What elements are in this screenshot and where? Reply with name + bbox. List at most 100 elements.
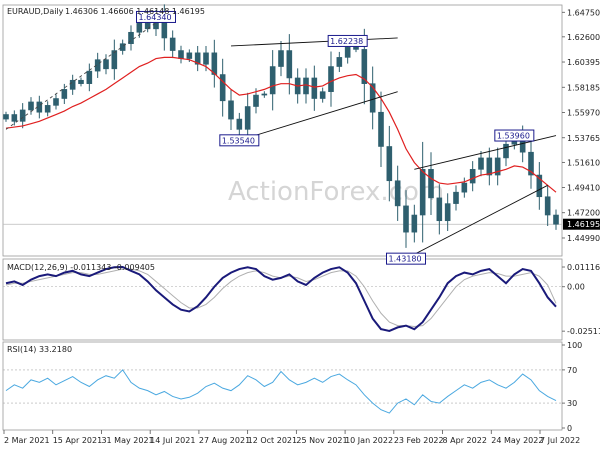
candle-body: [303, 77, 309, 95]
rsi-tick-label: 100: [567, 341, 582, 350]
rsi-tick-label: 0: [567, 424, 572, 433]
candle-body: [244, 106, 251, 130]
candle-body: [61, 89, 68, 99]
price-level-label-box: [327, 34, 368, 47]
trendline: [405, 184, 548, 260]
price-level-label: 1.62238: [330, 37, 363, 46]
candle-body: [178, 50, 184, 59]
candle-body: [69, 79, 76, 90]
candle-body: [419, 169, 426, 216]
candle-body: [386, 146, 393, 182]
candle-body: [53, 98, 59, 106]
price-tick-label: 1.44990: [567, 234, 600, 243]
rsi-line: [5, 369, 557, 414]
price-series-layer: 1.64340 1.62238 1.53540 1.53960 1.43180: [3, 4, 562, 265]
rsi-tick-label: 70: [567, 366, 577, 375]
current-price-tag: [563, 218, 600, 230]
symbol-label: EURAUD,Daily: [7, 7, 64, 16]
candle-body: [428, 169, 434, 199]
rsi-title: RSI(14) 33.2180: [7, 345, 72, 354]
price-level-label: 1.43180: [389, 255, 422, 264]
price-tick-label: 1.53765: [567, 134, 600, 143]
candle-body: [128, 31, 134, 44]
x-tick-label: 25 Nov 2021: [296, 436, 347, 445]
candle-body: [319, 91, 326, 99]
candle-body: [44, 105, 51, 113]
candle-body: [236, 118, 243, 130]
candle-body: [344, 46, 351, 58]
x-tick-label: 10 Jan 2022: [345, 436, 393, 445]
candle-body: [469, 169, 476, 184]
rsi-layer: [3, 369, 562, 414]
price-level-label-box: [494, 129, 535, 142]
price-level-label-box: [386, 252, 426, 265]
candle-body: [411, 214, 418, 233]
candle-body: [478, 157, 484, 170]
x-tick-label: 24 May 2022: [491, 436, 543, 445]
macd-layer: [3, 265, 562, 332]
x-tick-label: 23 Feb 2022: [394, 436, 444, 445]
candle-body: [211, 52, 218, 75]
trendline: [239, 91, 398, 141]
price-tick-label: 1.60395: [567, 58, 600, 67]
candle-body: [361, 49, 368, 84]
price-tick-label: 1.58185: [567, 83, 600, 92]
candle-body: [503, 143, 509, 159]
trendline: [5, 16, 165, 130]
candle-body: [194, 52, 201, 65]
price-tick-label: 1.51610: [567, 158, 600, 167]
x-tick-label: 12 Oct 2021: [248, 436, 297, 445]
watermark: ActionForex.com: [228, 177, 444, 207]
candle-body: [111, 50, 118, 70]
axis-layer: 1.64750 1.62600 1.60395 1.58185 1.55970 1.537…: [3, 8, 600, 445]
candle-body: [261, 93, 268, 96]
candle-body: [553, 214, 559, 225]
candle-body: [528, 151, 534, 176]
macd-title: MACD(12,26,9) -0.011343 -0.009405: [7, 263, 155, 272]
candle-body: [186, 52, 193, 59]
candle-body: [228, 100, 234, 120]
candle-body: [378, 111, 384, 147]
candle-body: [369, 83, 376, 113]
candle-body: [494, 157, 501, 176]
price-level-label-box: [219, 134, 260, 147]
candle-body: [78, 79, 84, 84]
candle-body: [269, 66, 276, 95]
candle-body: [28, 101, 34, 111]
price-tick-label: 1.47200: [567, 209, 600, 218]
x-tick-label: 14 Jul 2021: [150, 436, 195, 445]
price-level-label-box: [136, 10, 176, 23]
candle-body: [94, 59, 101, 72]
candle-body: [278, 50, 284, 67]
rsi-pane-frame: [2, 341, 563, 431]
candle-body: [486, 157, 493, 176]
price-pane-frame: [2, 4, 563, 257]
candle-body: [253, 94, 259, 107]
x-tick-label: 31 May 2021: [101, 436, 153, 445]
price-level-label: 1.53540: [222, 136, 255, 145]
price-tick-label: 1.55970: [567, 109, 600, 118]
candle-body: [3, 114, 9, 120]
x-tick-label: 27 Aug 2021: [199, 436, 250, 445]
candle-body: [144, 22, 151, 30]
price-level-label: 1.64340: [139, 13, 172, 22]
candle-body: [436, 197, 443, 222]
candle-body: [286, 50, 293, 79]
candle-body: [403, 205, 409, 233]
current-price-text: 1.46195: [567, 220, 600, 229]
x-tick-label: 7 Jul 2022: [540, 436, 580, 445]
candle-body: [86, 70, 93, 84]
price-level-label: 1.53960: [497, 132, 530, 141]
macd-tick-label: 0.011166: [567, 263, 600, 272]
candle-body: [544, 196, 551, 216]
x-tick-label: 2 Mar 2021: [4, 436, 50, 445]
candle-body: [19, 109, 26, 122]
candle-body: [311, 77, 318, 99]
candle-body: [219, 74, 226, 102]
candle-body: [136, 22, 143, 33]
candle-body: [328, 66, 334, 92]
candle-body: [461, 182, 468, 193]
ohlc-label: 1.46306 1.46606 1.46148 1.46195: [65, 7, 205, 16]
candle-body: [336, 57, 343, 67]
